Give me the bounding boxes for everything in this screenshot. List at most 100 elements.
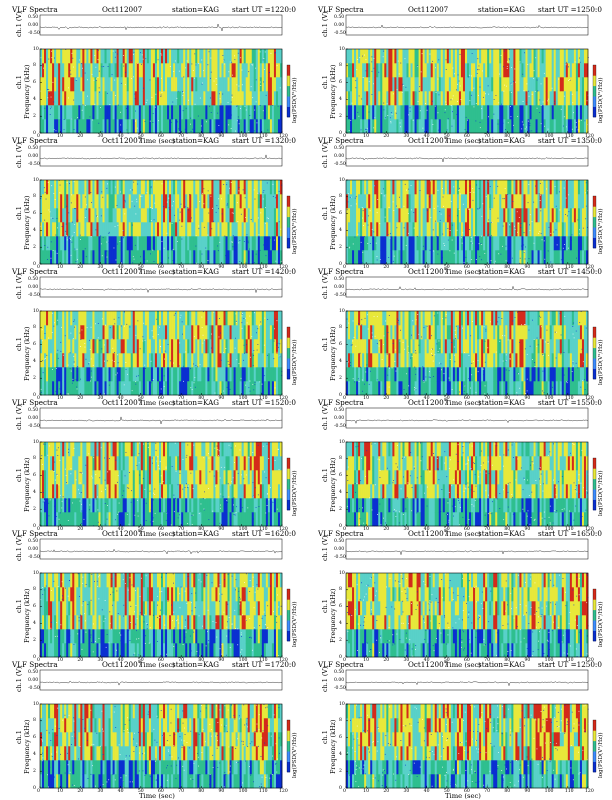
- waveform-axis-label: ch.1 (V): [16, 143, 23, 168]
- y-tick-label: 2: [339, 638, 342, 643]
- spectrogram-svg: [306, 266, 612, 398]
- waveform-strip: [40, 146, 282, 166]
- colorbar: [287, 65, 290, 117]
- colorbar-label: log(PSD(V²/Hz)): [292, 208, 298, 254]
- colorbar: [593, 196, 596, 248]
- colorbar-label: log(PSD(V²/Hz)): [598, 77, 604, 123]
- y-tick-label: 10: [339, 47, 345, 52]
- waveform-strip: [346, 539, 588, 559]
- waveform-tick-label: 0.00: [334, 285, 344, 290]
- waveform-tick-label: -0.50: [28, 162, 40, 167]
- y-tick-label: 4: [339, 228, 342, 233]
- y-axis-label: Frequency (kHz): [24, 327, 31, 381]
- waveform-strip: [346, 408, 588, 428]
- y-tick-label: 4: [339, 97, 342, 102]
- y-axis-label: Frequency (kHz): [24, 196, 31, 250]
- waveform-tick-label: -0.50: [28, 293, 40, 298]
- channel-label: ch.1: [16, 730, 23, 744]
- x-axis-label: Time (sec): [139, 792, 175, 800]
- colorbar-label: log(PSD(V²/Hz)): [598, 732, 604, 778]
- y-tick-label: 2: [33, 507, 36, 512]
- waveform-tick-label: 0.50: [28, 408, 38, 413]
- y-tick-label: 4: [339, 621, 342, 626]
- y-tick-label: 8: [33, 456, 36, 461]
- y-tick-label: 6: [339, 211, 342, 216]
- y-axis-label: Frequency (kHz): [24, 458, 31, 512]
- waveform-strip: [40, 539, 282, 559]
- y-axis-label: Frequency (kHz): [330, 589, 337, 643]
- channel-label: ch.1: [16, 599, 23, 613]
- waveform-strip: [346, 670, 588, 690]
- y-tick-label: 0: [339, 786, 342, 791]
- waveform-axis-label: ch.1 (V): [16, 536, 23, 561]
- y-tick-label: 8: [339, 587, 342, 592]
- spectrogram-svg: [306, 135, 612, 267]
- spectrogram-area: [40, 49, 282, 134]
- colorbar-label: log(PSD(V²/Hz)): [598, 601, 604, 647]
- y-tick-label: 4: [33, 621, 36, 626]
- waveform-tick-label: 0.50: [334, 670, 344, 675]
- waveform-tick-label: 0.00: [334, 547, 344, 552]
- spectrogram-area: [346, 442, 589, 527]
- y-tick-label: 6: [339, 735, 342, 740]
- waveform-tick-label: 0.50: [334, 15, 344, 20]
- y-tick-label: 2: [339, 114, 342, 119]
- waveform-axis-label: ch.1 (V): [322, 143, 329, 168]
- waveform-strip: [40, 670, 282, 690]
- y-axis-label: Frequency (kHz): [330, 196, 337, 250]
- colorbar-label: log(PSD(V²/Hz)): [292, 732, 298, 778]
- channel-label: ch.1: [16, 468, 23, 482]
- y-tick-label: 8: [33, 194, 36, 199]
- waveform-strip: [346, 146, 588, 166]
- waveform-tick-label: 0.00: [28, 285, 38, 290]
- colorbar-label: log(PSD(V²/Hz)): [598, 208, 604, 254]
- y-tick-label: 10: [33, 47, 39, 52]
- waveform-tick-label: 0.00: [334, 416, 344, 421]
- y-tick-label: 6: [33, 473, 36, 478]
- y-tick-label: 4: [339, 490, 342, 495]
- waveform-tick-label: 0.50: [334, 277, 344, 282]
- y-tick-label: 8: [33, 587, 36, 592]
- waveform-tick-label: -0.50: [334, 424, 346, 429]
- waveform-tick-label: -0.50: [334, 293, 346, 298]
- y-tick-label: 4: [339, 359, 342, 364]
- y-tick-label: 2: [339, 507, 342, 512]
- channel-label: ch.1: [16, 337, 23, 351]
- y-axis-label: Frequency (kHz): [24, 589, 31, 643]
- y-tick-label: 2: [339, 376, 342, 381]
- waveform-tick-label: 0.50: [334, 539, 344, 544]
- y-tick-label: 6: [33, 342, 36, 347]
- y-tick-label: 8: [339, 325, 342, 330]
- waveform-strip: [346, 277, 588, 297]
- y-tick-label: 6: [33, 80, 36, 85]
- y-tick-label: 2: [33, 114, 36, 119]
- spectrogram-area: [40, 704, 282, 789]
- spectrogram-svg: [0, 528, 306, 660]
- y-tick-label: 10: [33, 702, 39, 707]
- colorbar: [287, 589, 290, 641]
- y-axis-label: Frequency (kHz): [24, 720, 31, 774]
- spectrogram-svg: [0, 397, 306, 529]
- y-tick-label: 6: [33, 735, 36, 740]
- waveform-axis-label: ch.1 (V): [16, 667, 23, 692]
- y-axis-label: Frequency (kHz): [330, 720, 337, 774]
- y-tick-label: 10: [33, 571, 39, 576]
- waveform-strip: [40, 408, 282, 428]
- waveform-tick-label: 0.00: [28, 416, 38, 421]
- waveform-axis-label: ch.1 (V): [16, 274, 23, 299]
- waveform-tick-label: 0.00: [334, 23, 344, 28]
- y-axis-label: Frequency (kHz): [24, 65, 31, 119]
- waveform-tick-label: 0.00: [334, 154, 344, 159]
- y-tick-label: 2: [33, 376, 36, 381]
- y-tick-label: 10: [339, 571, 345, 576]
- spectrogram-area: [40, 573, 282, 658]
- y-tick-label: 8: [33, 718, 36, 723]
